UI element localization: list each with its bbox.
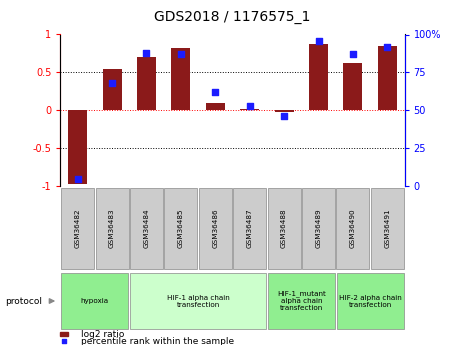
Bar [233, 188, 266, 269]
Bar [130, 273, 266, 329]
Text: GSM36486: GSM36486 [213, 209, 218, 248]
Point [315, 38, 322, 43]
Bar [371, 188, 404, 269]
Text: GSM36491: GSM36491 [385, 209, 390, 248]
Bar [309, 45, 328, 110]
Point [108, 80, 116, 86]
Text: HIF-1_mutant
alpha chain
transfection: HIF-1_mutant alpha chain transfection [277, 290, 326, 312]
Text: hypoxia: hypoxia [81, 298, 109, 304]
Bar [302, 188, 335, 269]
Text: HIF-1 alpha chain
transfection: HIF-1 alpha chain transfection [167, 295, 229, 307]
Bar [336, 188, 370, 269]
Bar [275, 110, 293, 112]
Point [246, 103, 253, 109]
Bar [61, 273, 128, 329]
Bar [378, 46, 397, 110]
Text: GDS2018 / 1176575_1: GDS2018 / 1176575_1 [154, 10, 311, 24]
Text: percentile rank within the sample: percentile rank within the sample [81, 337, 234, 345]
Bar [206, 103, 225, 110]
Bar [60, 332, 68, 336]
Bar [130, 188, 163, 269]
Bar [199, 188, 232, 269]
Bar [172, 48, 190, 110]
Point [384, 44, 391, 49]
Text: GSM36489: GSM36489 [316, 209, 321, 248]
Bar [95, 188, 129, 269]
Bar [164, 188, 198, 269]
Point [143, 50, 150, 56]
Bar [240, 109, 259, 110]
Text: GSM36490: GSM36490 [350, 209, 356, 248]
Text: protocol: protocol [5, 296, 42, 306]
Text: HIF-2 alpha chain
transfection: HIF-2 alpha chain transfection [339, 295, 401, 307]
Text: GSM36485: GSM36485 [178, 209, 184, 248]
Bar [337, 273, 404, 329]
Text: GSM36482: GSM36482 [75, 209, 80, 248]
Text: log2 ratio: log2 ratio [81, 330, 125, 339]
Point [177, 51, 185, 57]
Bar [344, 63, 362, 110]
Bar [61, 188, 94, 269]
Point [280, 114, 288, 119]
Point [60, 338, 68, 344]
Text: GSM36484: GSM36484 [144, 209, 149, 248]
Bar [137, 57, 156, 110]
Text: GSM36487: GSM36487 [247, 209, 252, 248]
Bar [103, 69, 121, 110]
Bar [267, 188, 301, 269]
Point [349, 51, 357, 57]
Bar [68, 110, 87, 184]
Text: GSM36488: GSM36488 [281, 209, 287, 248]
Point [212, 89, 219, 95]
Bar [268, 273, 335, 329]
Text: GSM36483: GSM36483 [109, 209, 115, 248]
Point [74, 176, 81, 181]
